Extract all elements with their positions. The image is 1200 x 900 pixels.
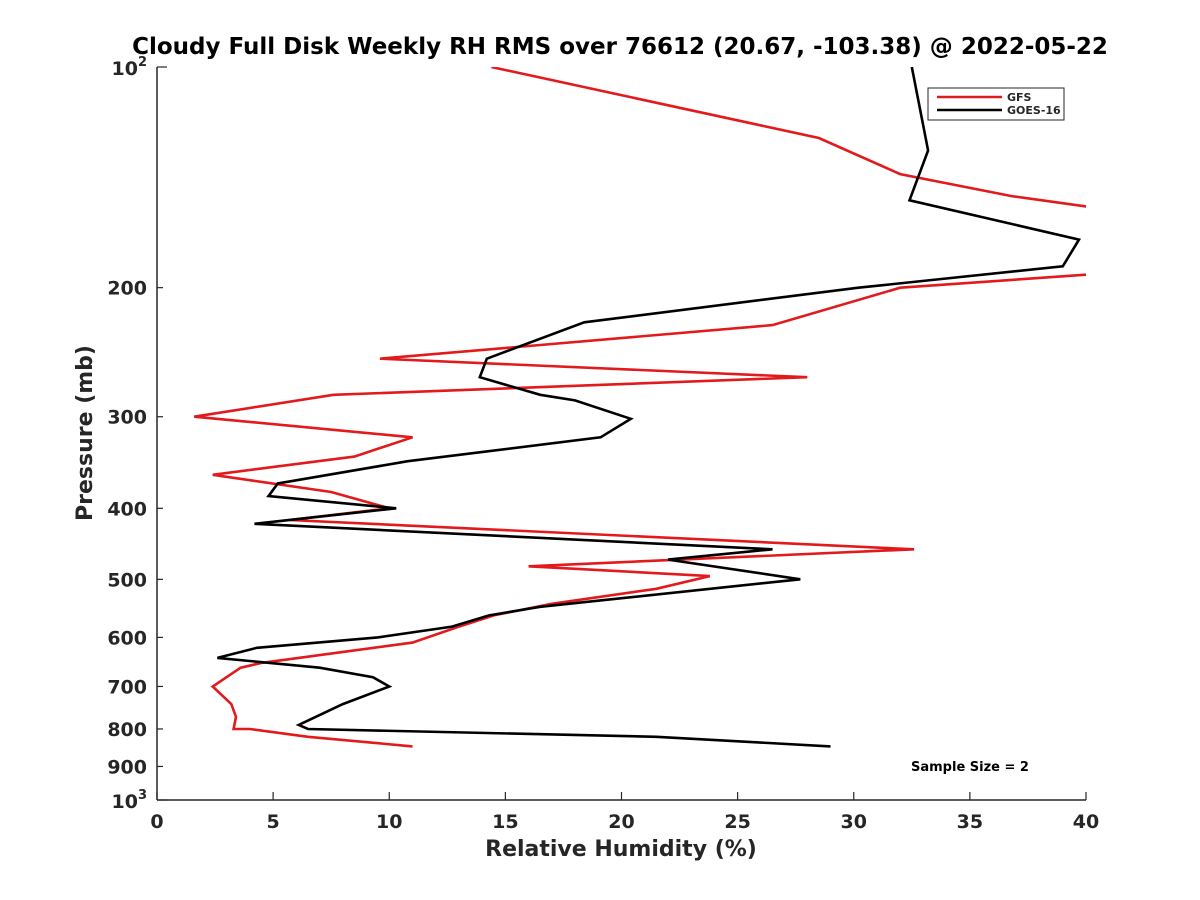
- series-layer: [193, 67, 1086, 748]
- series-line-gfs: [193, 67, 1086, 748]
- y-tick-label-800: 800: [107, 719, 147, 741]
- x-tick-label-40: 40: [1073, 811, 1099, 833]
- x-axis-label: Relative Humidity (%): [485, 837, 757, 862]
- y-tick-label-900: 900: [107, 756, 147, 778]
- y-axis-label: Pressure (mb): [73, 345, 98, 521]
- x-tick-label-10: 10: [376, 811, 402, 833]
- x-tick-label-0: 0: [150, 811, 163, 833]
- y-tick-label-500: 500: [107, 569, 147, 591]
- y-ticks: 200 300 400 500 600 700 800 900: [107, 66, 167, 801]
- x-tick-label-5: 5: [267, 811, 280, 833]
- legend-label-gfs: GFS: [1007, 91, 1032, 104]
- y-tick-label-700: 700: [107, 676, 147, 698]
- x-tick-label-20: 20: [608, 811, 634, 833]
- sample-size-annotation: Sample Size = 2: [911, 760, 1029, 775]
- y-tick-label-200: 200: [107, 278, 147, 300]
- series-line-goes16: [217, 67, 1082, 748]
- y-tick-label-major-top: 102: [112, 55, 148, 80]
- x-ticks: 0 5 10 15 20 25 30 35 40: [150, 792, 1099, 833]
- x-tick-label-25: 25: [724, 811, 750, 833]
- y-tick-label-600: 600: [107, 627, 147, 649]
- chart-title: Cloudy Full Disk Weekly RH RMS over 7661…: [132, 34, 1108, 60]
- legend-box: [927, 87, 1065, 121]
- legend-label-goes16: GOES-16: [1007, 104, 1061, 117]
- x-tick-label-15: 15: [492, 811, 518, 833]
- y-tick-label-major-bottom: 103: [112, 788, 148, 813]
- x-tick-label-30: 30: [841, 811, 867, 833]
- y-tick-label-400: 400: [107, 498, 147, 520]
- y-tick-label-300: 300: [107, 407, 147, 429]
- legend: GFS GOES-16: [927, 87, 1065, 121]
- x-tick-label-35: 35: [957, 811, 983, 833]
